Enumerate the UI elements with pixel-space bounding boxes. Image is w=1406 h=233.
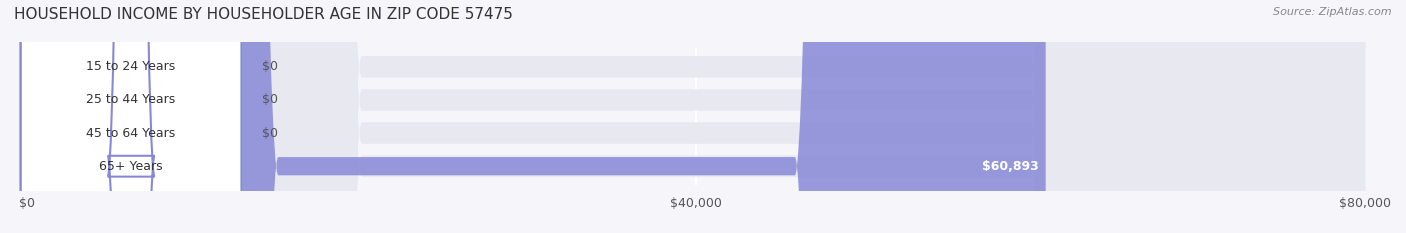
- FancyBboxPatch shape: [21, 0, 242, 233]
- Text: $60,893: $60,893: [983, 160, 1039, 173]
- Text: $0: $0: [262, 127, 277, 140]
- FancyBboxPatch shape: [21, 0, 242, 233]
- FancyBboxPatch shape: [21, 0, 242, 233]
- FancyBboxPatch shape: [21, 0, 242, 233]
- Text: 25 to 44 Years: 25 to 44 Years: [87, 93, 176, 106]
- Text: Source: ZipAtlas.com: Source: ZipAtlas.com: [1274, 7, 1392, 17]
- Text: 15 to 24 Years: 15 to 24 Years: [87, 60, 176, 73]
- Text: 45 to 64 Years: 45 to 64 Years: [87, 127, 176, 140]
- FancyBboxPatch shape: [28, 0, 1365, 233]
- Text: $0: $0: [262, 60, 277, 73]
- FancyBboxPatch shape: [28, 0, 1365, 233]
- FancyBboxPatch shape: [28, 0, 1365, 233]
- Text: $0: $0: [262, 93, 277, 106]
- FancyBboxPatch shape: [28, 0, 1365, 233]
- Text: HOUSEHOLD INCOME BY HOUSEHOLDER AGE IN ZIP CODE 57475: HOUSEHOLD INCOME BY HOUSEHOLDER AGE IN Z…: [14, 7, 513, 22]
- FancyBboxPatch shape: [28, 0, 1046, 233]
- Text: 65+ Years: 65+ Years: [100, 160, 163, 173]
